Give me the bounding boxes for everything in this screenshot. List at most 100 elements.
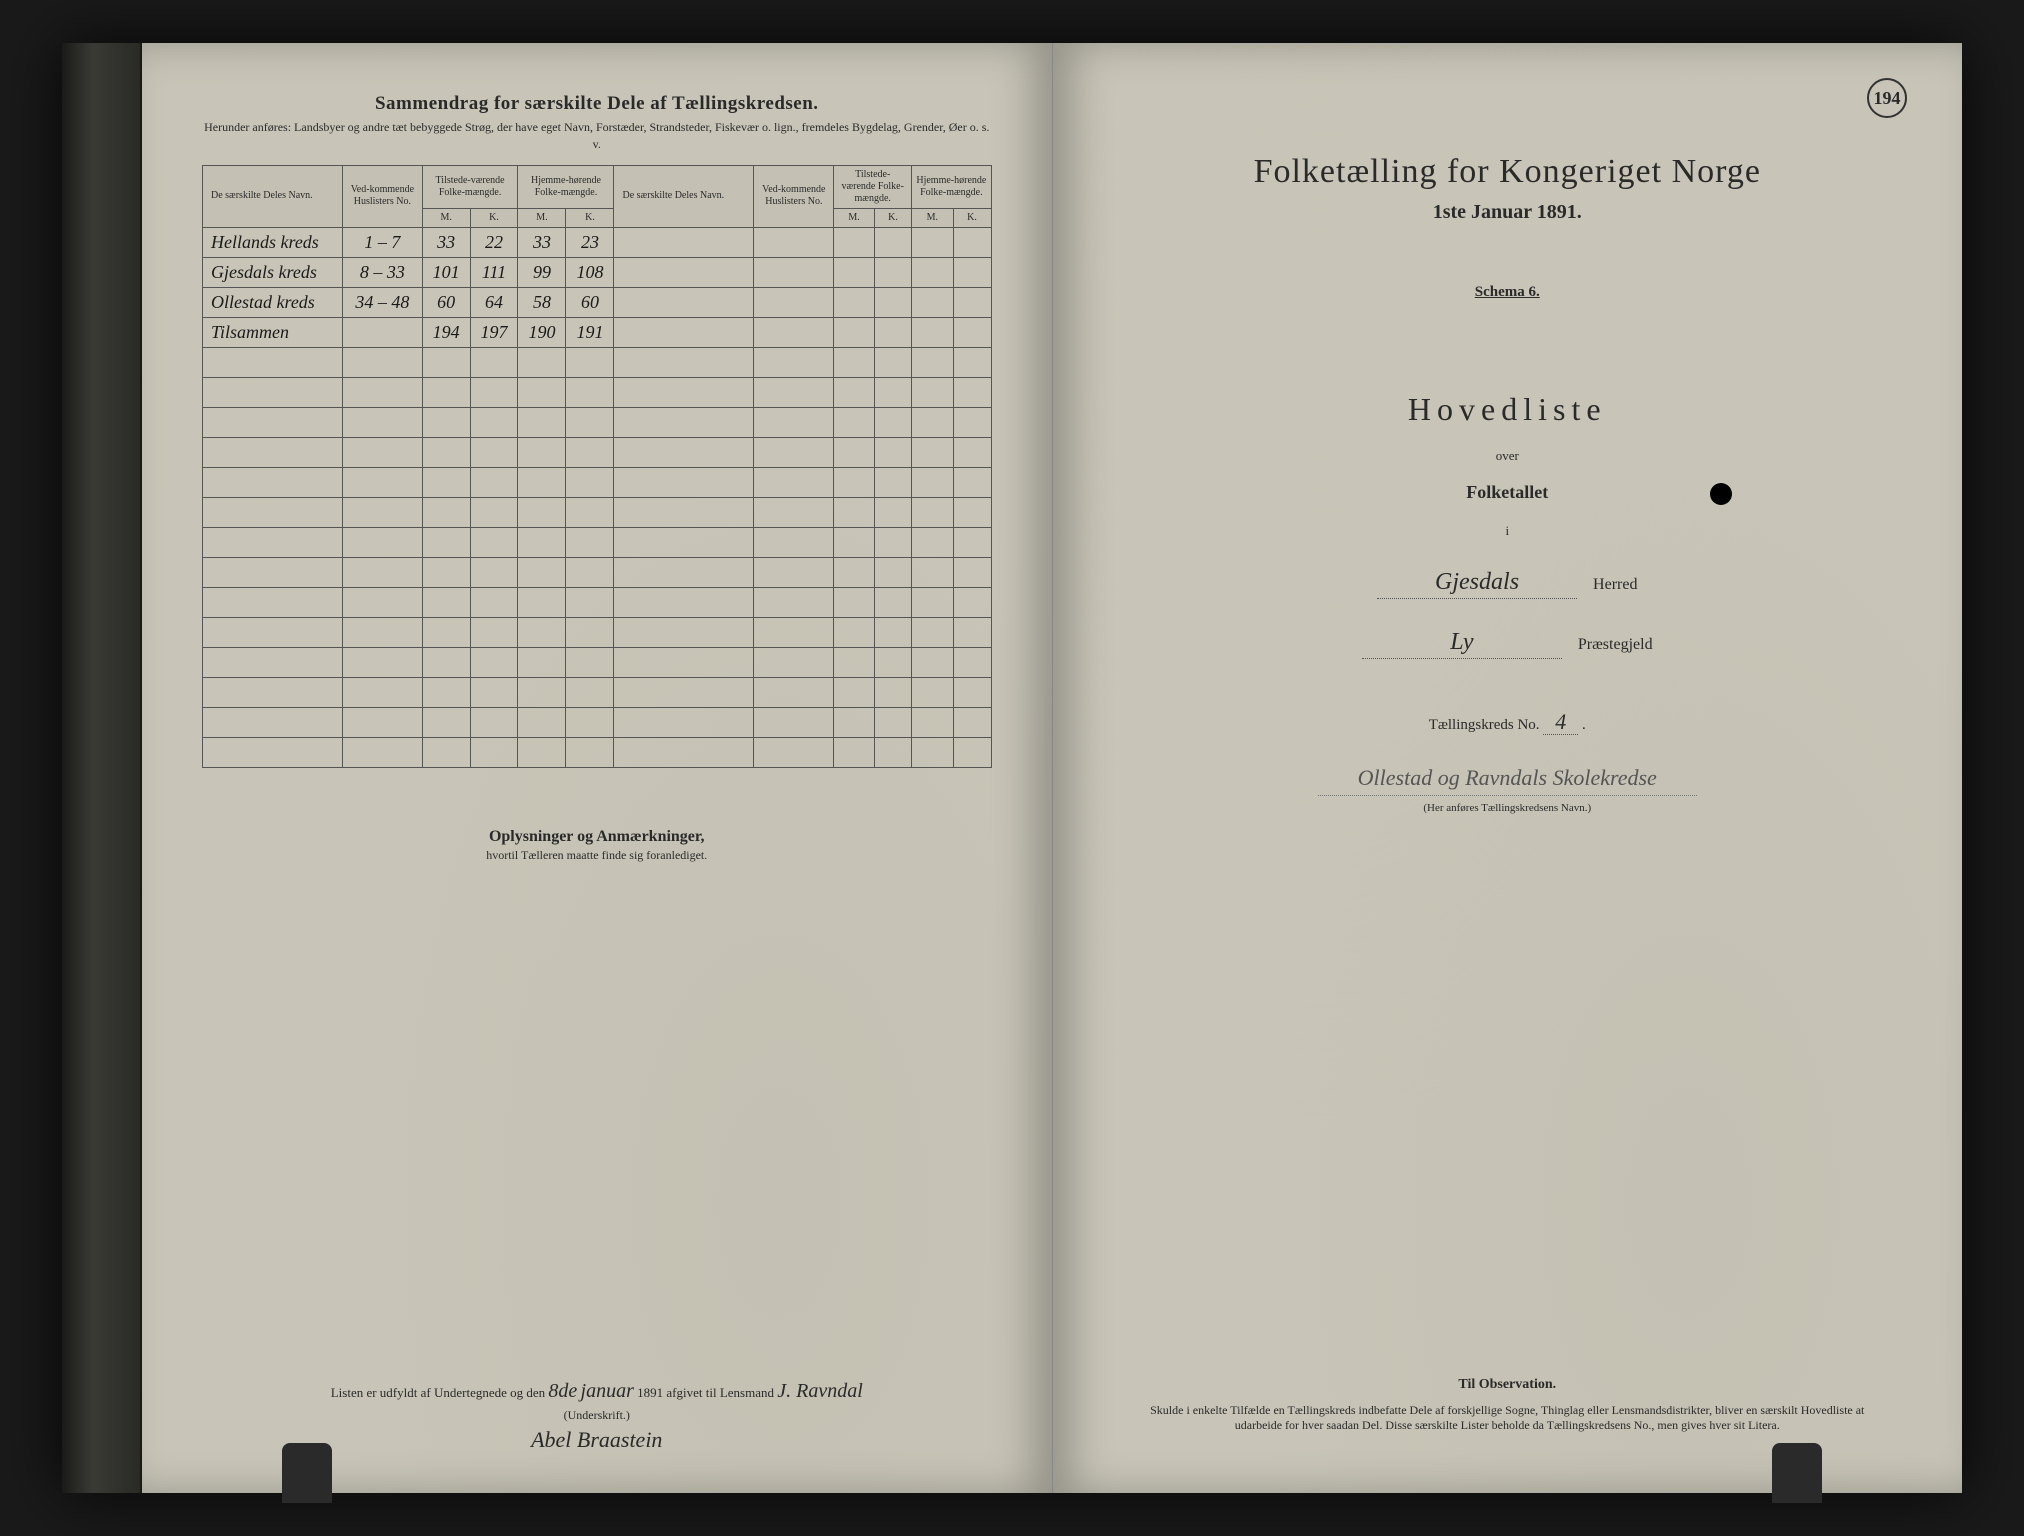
- empty-cell: [754, 617, 834, 647]
- row-name2: [614, 227, 754, 257]
- kreds-row: Tællingskreds No. 4 .: [1113, 709, 1903, 735]
- empty-cell: [912, 347, 953, 377]
- row-hus: [343, 317, 423, 347]
- empty-cell: [343, 707, 423, 737]
- row-name: Hellands kreds: [203, 227, 343, 257]
- empty-cell: [518, 677, 566, 707]
- row-tk: 22: [470, 227, 518, 257]
- empty-cell: [566, 677, 614, 707]
- row-tm: 101: [422, 257, 470, 287]
- left-header: Sammendrag for særskilte Dele af Tælling…: [202, 93, 992, 153]
- census-date: 1ste Januar 1891.: [1113, 201, 1903, 224]
- table-row: [203, 617, 992, 647]
- empty-cell: [834, 527, 875, 557]
- empty-cell: [203, 587, 343, 617]
- empty-cell: [203, 617, 343, 647]
- empty-cell: [203, 467, 343, 497]
- row-hm2: [912, 317, 953, 347]
- row-name: Tilsammen: [203, 317, 343, 347]
- empty-cell: [470, 737, 518, 767]
- empty-cell: [953, 587, 991, 617]
- empty-cell: [953, 347, 991, 377]
- observation: Til Observation. Skulde i enkelte Tilfæl…: [1133, 1377, 1883, 1433]
- empty-cell: [470, 647, 518, 677]
- herred-row: Gjesdals Herred: [1113, 569, 1903, 599]
- row-hk2: [953, 257, 991, 287]
- empty-cell: [566, 407, 614, 437]
- col-hjemme2: Hjemme-hørende Folke-mængde.: [912, 165, 991, 208]
- empty-cell: [614, 677, 754, 707]
- empty-cell: [566, 557, 614, 587]
- empty-cell: [203, 647, 343, 677]
- row-tk: 111: [470, 257, 518, 287]
- table-row: [203, 347, 992, 377]
- empty-cell: [343, 497, 423, 527]
- empty-cell: [834, 347, 875, 377]
- empty-cell: [953, 617, 991, 647]
- notes-sub: hvortil Tælleren maatte finde sig foranl…: [202, 848, 992, 863]
- empty-cell: [422, 437, 470, 467]
- table-row: [203, 737, 992, 767]
- empty-cell: [834, 497, 875, 527]
- empty-cell: [614, 587, 754, 617]
- row-tm2: [834, 287, 875, 317]
- empty-cell: [422, 677, 470, 707]
- row-hus: 1 – 7: [343, 227, 423, 257]
- empty-cell: [470, 467, 518, 497]
- row-tm: 194: [422, 317, 470, 347]
- row-tk2: [874, 227, 911, 257]
- empty-cell: [614, 347, 754, 377]
- table-row: Ollestad kreds34 – 4860645860: [203, 287, 992, 317]
- empty-cell: [422, 587, 470, 617]
- folketallet: Folketallet: [1113, 482, 1903, 503]
- book-clip: [282, 1443, 332, 1503]
- empty-cell: [874, 437, 911, 467]
- table-row: [203, 377, 992, 407]
- left-page: Sammendrag for særskilte Dele af Tælling…: [142, 43, 1053, 1493]
- col-k: K.: [566, 208, 614, 227]
- row-tm: 33: [422, 227, 470, 257]
- empty-cell: [470, 557, 518, 587]
- empty-cell: [874, 587, 911, 617]
- empty-cell: [343, 467, 423, 497]
- empty-cell: [614, 737, 754, 767]
- empty-cell: [754, 587, 834, 617]
- right-page: 194 Folketælling for Kongeriget Norge 1s…: [1053, 43, 1963, 1493]
- table-row: Hellands kreds1 – 733223323: [203, 227, 992, 257]
- row-hm: 58: [518, 287, 566, 317]
- empty-cell: [343, 617, 423, 647]
- empty-cell: [953, 707, 991, 737]
- sig-suffix: afgivet til Lensmand: [666, 1385, 774, 1400]
- empty-cell: [874, 467, 911, 497]
- col-m: M.: [422, 208, 470, 227]
- empty-cell: [343, 587, 423, 617]
- empty-cell: [422, 467, 470, 497]
- empty-cell: [754, 527, 834, 557]
- empty-cell: [953, 497, 991, 527]
- empty-cell: [343, 527, 423, 557]
- undersig-label: (Underskrift.): [564, 1408, 630, 1422]
- empty-cell: [614, 707, 754, 737]
- empty-cell: [343, 347, 423, 377]
- row-tk2: [874, 287, 911, 317]
- empty-cell: [470, 677, 518, 707]
- empty-cell: [566, 347, 614, 377]
- row-tk2: [874, 257, 911, 287]
- empty-cell: [518, 407, 566, 437]
- row-tk: 197: [470, 317, 518, 347]
- empty-cell: [566, 587, 614, 617]
- empty-cell: [912, 587, 953, 617]
- empty-cell: [834, 617, 875, 647]
- empty-cell: [953, 407, 991, 437]
- empty-cell: [518, 737, 566, 767]
- empty-cell: [518, 437, 566, 467]
- row-hus: 8 – 33: [343, 257, 423, 287]
- empty-cell: [754, 437, 834, 467]
- empty-cell: [834, 677, 875, 707]
- empty-cell: [518, 647, 566, 677]
- empty-cell: [754, 497, 834, 527]
- empty-cell: [343, 677, 423, 707]
- empty-cell: [754, 407, 834, 437]
- empty-cell: [953, 647, 991, 677]
- empty-cell: [518, 617, 566, 647]
